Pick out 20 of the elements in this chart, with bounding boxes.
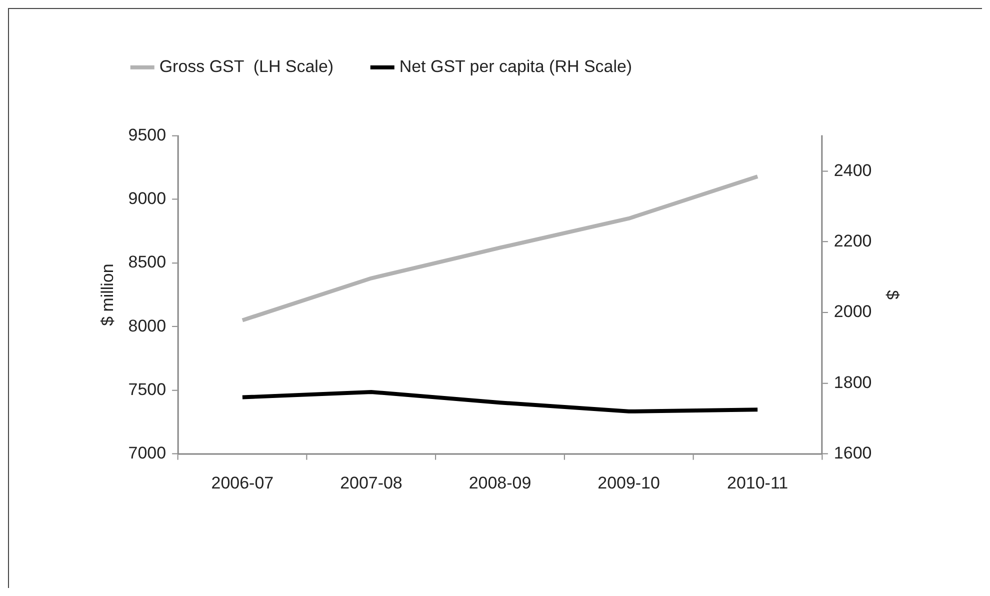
y-tick-label: 7500	[128, 380, 166, 399]
y2-axis-title: $	[883, 290, 902, 300]
x-tick-label: 2009-10	[598, 474, 660, 493]
legend-label: Net GST per capita (RH Scale)	[399, 57, 632, 76]
y2-tick-label: 2400	[834, 160, 872, 180]
y-tick-label: 9500	[128, 125, 166, 144]
y-tick-label: 8000	[128, 316, 166, 336]
y2-tick-label: 1800	[834, 372, 872, 392]
legend-label: Gross GST (LH Scale)	[159, 57, 334, 76]
y-tick-label: 8500	[128, 252, 166, 272]
x-tick-label: 2006-07	[211, 474, 274, 493]
y2-tick-label: 2200	[834, 231, 872, 250]
x-tick-label: 2007-08	[340, 474, 402, 493]
y-tick-label: 9000	[128, 189, 166, 208]
x-tick-label: 2008-09	[468, 474, 532, 493]
x-tick-label: 2010-11	[727, 474, 788, 493]
y2-tick-label: 2000	[834, 302, 872, 322]
y-tick-label: 7000	[128, 444, 166, 463]
y-axis-title: $ million	[98, 264, 117, 326]
y2-tick-label: 1600	[834, 444, 872, 463]
